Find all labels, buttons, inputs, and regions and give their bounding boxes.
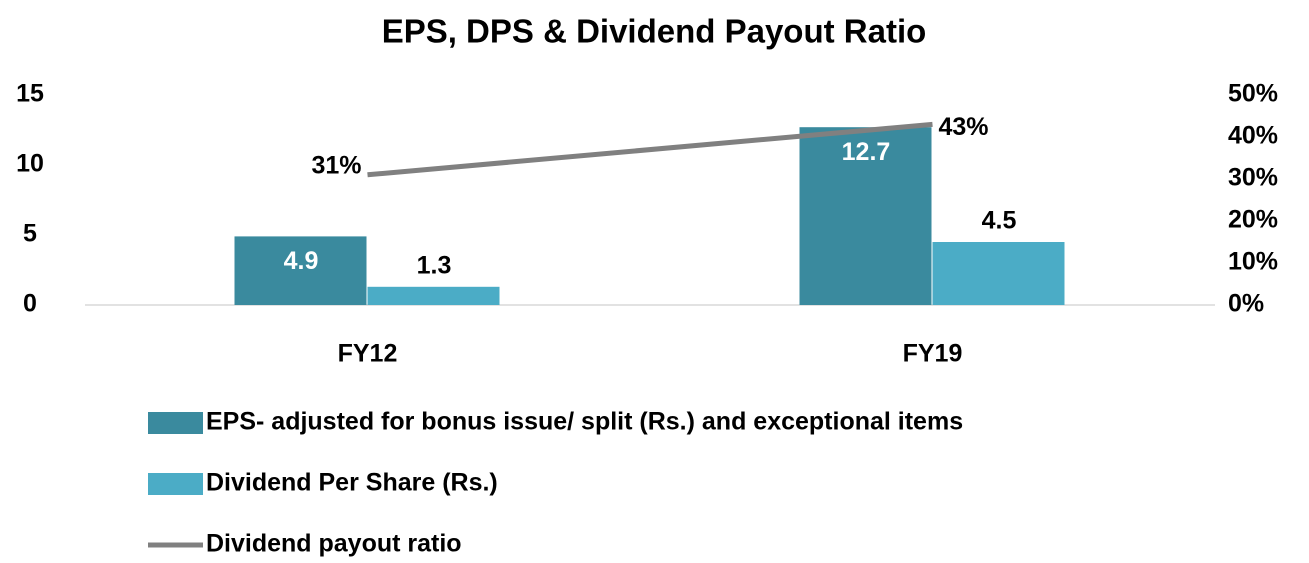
y2-tick-label: 40% [1228, 122, 1278, 150]
y2-tick-label: 50% [1228, 80, 1278, 108]
value-label: 43% [939, 113, 989, 141]
bar [799, 127, 932, 305]
y-tick-label: 15 [16, 80, 44, 108]
legend-label: Dividend Per Share (Rs.) [206, 469, 498, 497]
line-series [367, 121, 933, 178]
bar [234, 236, 367, 305]
x-tick-label: FY19 [903, 340, 963, 368]
y2-tick-label: 30% [1228, 164, 1278, 192]
value-label: 4.5 [982, 207, 1017, 235]
y2-tick-label: 10% [1228, 248, 1278, 276]
value-label: 1.3 [417, 251, 452, 279]
y-tick-label: 10 [16, 150, 44, 178]
y2-tick-label: 0% [1228, 290, 1264, 318]
value-label: 4.9 [284, 247, 319, 275]
chart-title: EPS, DPS & Dividend Payout Ratio [382, 13, 927, 50]
y-tick-label: 5 [23, 220, 37, 248]
legend-swatch [148, 412, 203, 434]
legend-label: EPS- adjusted for bonus issue/ split (Rs… [206, 408, 963, 436]
bar [932, 242, 1065, 305]
value-label: 31% [311, 151, 361, 179]
legend-label: Dividend payout ratio [206, 530, 462, 558]
value-label: 12.7 [842, 138, 891, 166]
bar [367, 286, 500, 305]
y-tick-label: 0 [23, 290, 37, 318]
y2-tick-label: 20% [1228, 206, 1278, 234]
legend-swatch [148, 473, 203, 495]
x-tick-label: FY12 [338, 340, 398, 368]
